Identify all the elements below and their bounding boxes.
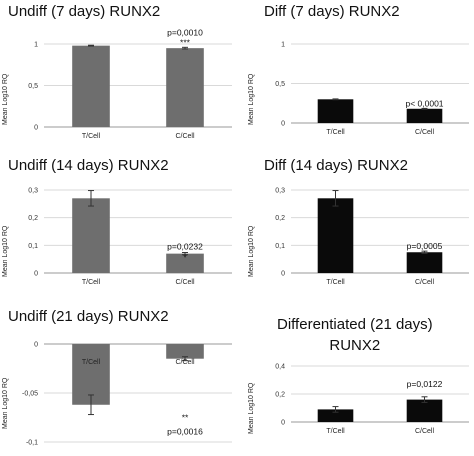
y-tick-label: 0 <box>34 125 38 132</box>
significance-annotation: p=0,0232 <box>167 242 203 252</box>
x-tick-label: C/Cell <box>415 428 435 435</box>
chart-title: Diff (14 days) RUNX2 <box>264 157 408 174</box>
chart-panel-diff-14: Diff (14 days) RUNX2 Mean Log10 RQ 0 0,1 0… <box>237 152 474 304</box>
significance-annotation: p=0,0016 <box>167 427 203 437</box>
y-tick-label: 0 <box>281 271 285 278</box>
significance-annotation: p=0,0005 <box>407 241 443 251</box>
y-tick-label: 0 <box>281 121 285 128</box>
x-tick-label: T/Cell <box>326 428 345 435</box>
x-tick-label: T/Cell <box>82 279 101 286</box>
x-tick-label: C/Cell <box>175 359 195 366</box>
bar <box>166 48 204 127</box>
chart-title: Undiff (7 days) RUNX2 <box>8 3 161 20</box>
chart-plot: 0 0,1 0,2 0,3 T/Cell C/Cell p=0,0232* <box>28 188 232 286</box>
y-tick-label: 1 <box>281 42 285 49</box>
bar <box>317 409 354 422</box>
chart-panel-undiff-21: Undiff (21 days) RUNX2 Mean Log10 RQ 0 -0… <box>0 304 237 456</box>
x-tick-label: T/Cell <box>326 279 345 286</box>
y-tick-label: 0,2 <box>28 215 38 222</box>
x-tick-label: T/Cell <box>82 133 101 140</box>
chart-plot: 0 -0,05 -0,1 T/Cell C/Cell ** p=0,0016 <box>22 342 232 447</box>
bar <box>166 253 204 273</box>
chart-title: Diff (7 days) RUNX2 <box>264 3 400 20</box>
y-tick-label: 0 <box>281 420 285 427</box>
bar <box>317 99 354 123</box>
chart-panel-diff-7: Diff (7 days) RUNX2 Mean Log10 RQ 0 0,5 1 T… <box>237 0 474 152</box>
significance-annotation: p=0,0122 <box>407 379 443 389</box>
y-tick-label: 1 <box>34 42 38 49</box>
y-tick-label: 0,3 <box>275 188 285 195</box>
y-tick-label: 0,4 <box>275 364 285 371</box>
significance-annotation: p=0,0010 <box>167 27 203 37</box>
chart-panel-diff-21: Differentiated (21 days) RUNX2 Mean Log1… <box>237 304 474 456</box>
y-tick-label: 0,1 <box>275 243 285 250</box>
y-tick-label: -0,1 <box>26 440 38 447</box>
x-tick-label: T/Cell <box>82 359 101 366</box>
bar <box>166 344 204 359</box>
bar <box>406 108 443 123</box>
chart-title: Differentiated (21 days) RUNX2 <box>277 316 433 354</box>
y-tick-label: 0 <box>34 271 38 278</box>
chart-plot: 0 0,5 1 T/Cell C/Cell p< 0,0001 <box>275 42 469 136</box>
chart-plot: 0 0,2 0,4 T/Cell C/Cell p=0,0122 <box>275 364 469 435</box>
significance-annotation: ** <box>182 413 189 423</box>
chart-title: Undiff (14 days) RUNX2 <box>8 157 169 174</box>
x-tick-label: C/Cell <box>175 133 195 140</box>
y-tick-label: 0,2 <box>275 392 285 399</box>
chart-panel-undiff-7: Undiff (7 days) RUNX2 Mean Log10 RQ 0 0,5… <box>0 0 237 152</box>
x-tick-label: C/Cell <box>415 279 435 286</box>
chart-plot: 0 0,1 0,2 0,3 T/Cell C/Cell p=0,0005 <box>275 188 469 286</box>
y-tick-label: 0,1 <box>28 243 38 250</box>
y-tick-label: 0,3 <box>28 188 38 195</box>
significance-annotation: *** <box>180 37 191 47</box>
x-tick-label: T/Cell <box>326 129 345 136</box>
bar <box>406 399 443 422</box>
y-tick-label: 0,5 <box>275 81 285 88</box>
chart-title: Undiff (21 days) RUNX2 <box>8 308 169 325</box>
significance-annotation: p< 0,0001 <box>405 98 443 108</box>
bar <box>72 45 110 127</box>
bar <box>317 198 354 273</box>
bar <box>406 252 443 273</box>
chart-panel-undiff-14: Undiff (14 days) RUNX2 Mean Log10 RQ 0 0,… <box>0 152 237 304</box>
y-tick-label: 0,5 <box>28 83 38 90</box>
y-tick-label: 0,2 <box>275 215 285 222</box>
y-tick-label: 0 <box>34 342 38 349</box>
x-tick-label: C/Cell <box>175 279 195 286</box>
significance-annotation: * <box>183 253 187 263</box>
x-tick-label: C/Cell <box>415 129 435 136</box>
chart-plot: 0 0,5 1 T/Cell C/Cell p=0,0010*** <box>28 27 232 140</box>
y-tick-label: -0,05 <box>22 391 38 398</box>
bar <box>72 198 110 273</box>
